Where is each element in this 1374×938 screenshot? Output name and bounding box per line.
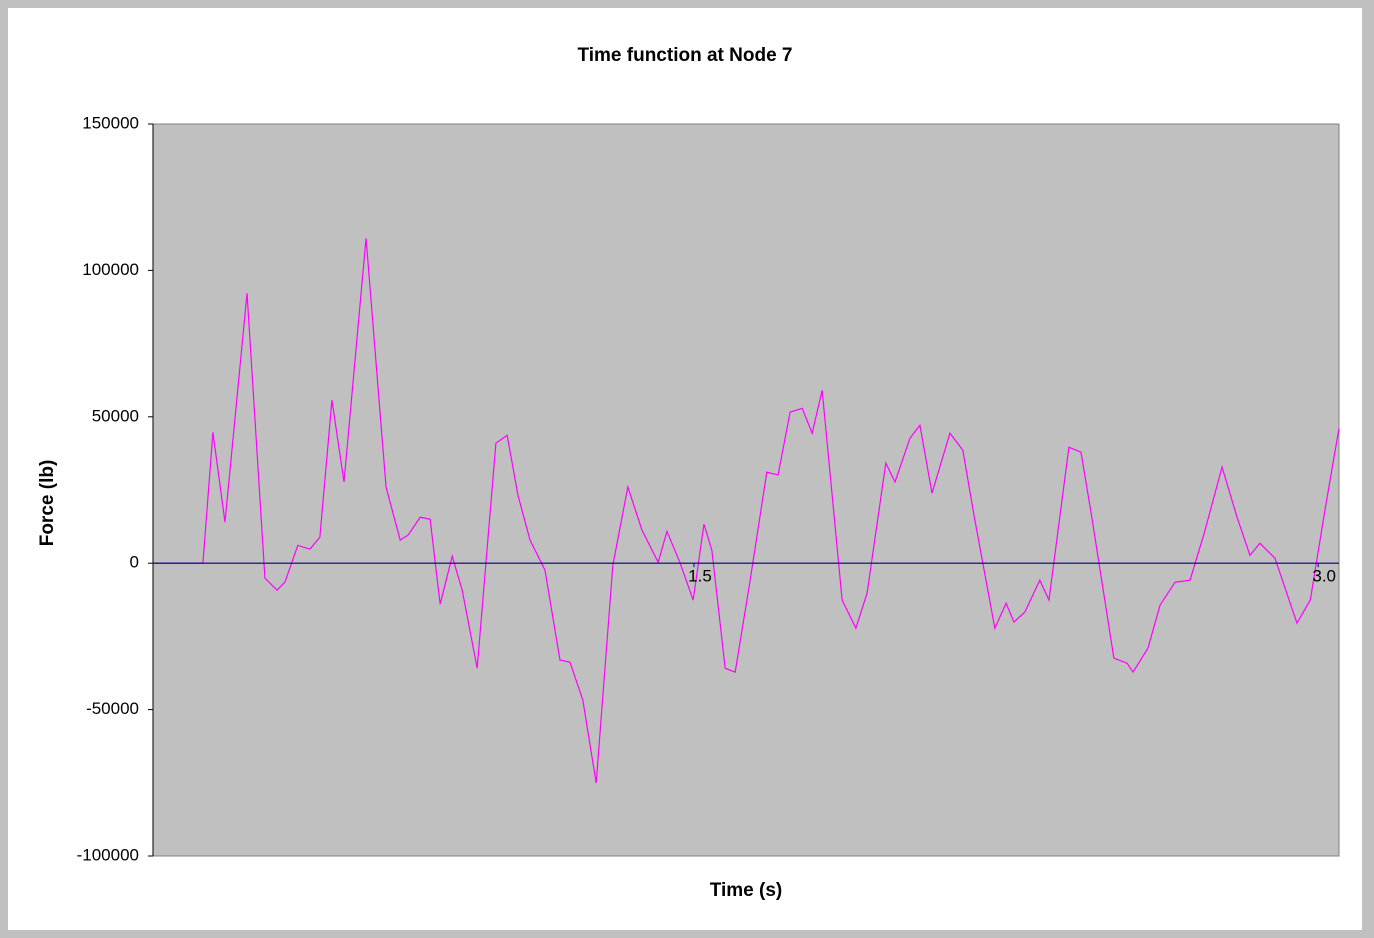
y-axis-label: Force (lb) bbox=[37, 460, 58, 547]
plot-area bbox=[152, 123, 1340, 857]
data-line bbox=[153, 238, 1340, 784]
y-tick-label: 150000 bbox=[82, 113, 139, 132]
y-tick-label: 100000 bbox=[82, 260, 139, 279]
x-tick-label: 1.5 bbox=[688, 567, 712, 586]
x-tick-label: 3.0 bbox=[1312, 567, 1336, 586]
y-tick-label: -50000 bbox=[86, 699, 139, 718]
y-tick-label: 50000 bbox=[92, 406, 139, 425]
y-tick-label: -100000 bbox=[77, 845, 139, 864]
chart-title: Time function at Node 7 bbox=[577, 45, 792, 66]
x-axis-label: Time (s) bbox=[710, 880, 783, 901]
y-tick-label: 0 bbox=[130, 553, 139, 572]
